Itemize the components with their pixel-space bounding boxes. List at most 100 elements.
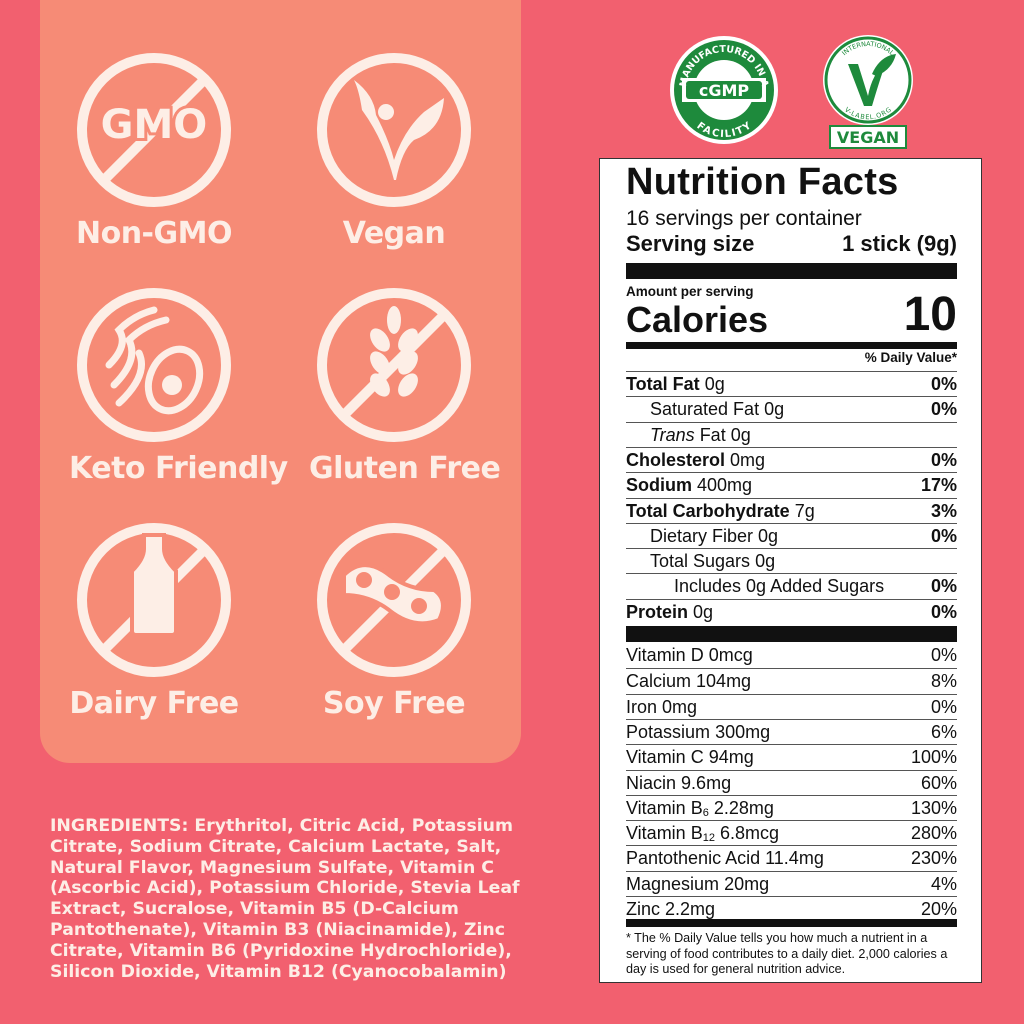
nutrient-name: Saturated Fat <box>650 399 760 420</box>
keto-avocado-icon <box>77 288 231 442</box>
vegan-leaf-icon <box>317 53 471 207</box>
nutrient-daily-value: 6% <box>930 721 957 742</box>
nutrient-name: Niacin <box>626 772 677 793</box>
nutrient-subscript: 6 <box>702 806 709 819</box>
badge-soy-free: Soy Free <box>309 520 479 721</box>
nutrient-amount: 104mg <box>696 671 752 692</box>
nutrient-row: Trans Fat 0g <box>626 421 957 448</box>
nutrient-daily-value: 3% <box>930 500 957 521</box>
nutrient-name: Iron <box>626 696 658 717</box>
nutrient-name: Vitamin D <box>626 645 704 665</box>
nutrient-name: Pantothenic Acid <box>626 848 761 869</box>
vitamin-row: Potassium 300mg 6% <box>626 718 957 745</box>
nutrient-name-suffix: Fat <box>694 424 726 445</box>
nutrient-row: Total Fat 0g 0% <box>626 371 957 397</box>
nutrient-amount: 9.6mg <box>681 772 732 793</box>
nutrient-name: Vitamin B <box>626 823 703 844</box>
nutrient-row: Cholesterol 0mg 0% <box>626 446 957 473</box>
nutrient-name: Potassium <box>626 721 711 742</box>
nutrient-daily-value: 0% <box>930 696 957 717</box>
vitamin-row: Vitamin B12 6.8mcg 280% <box>626 820 957 846</box>
badge-non-gmo: GMO Non-GMO <box>69 50 239 251</box>
nutrient-row: Total Carbohydrate 7g 3% <box>626 497 957 524</box>
nutrient-subscript: 12 <box>702 832 715 845</box>
ingredients-text: INGREDIENTS: Erythritol, Citric Acid, Po… <box>50 816 540 982</box>
nutrient-amount: 2.2mg <box>665 899 716 919</box>
vegan-v-label-logo: INTERNATIONAL V-LABEL.ORG VEGAN <box>823 35 913 149</box>
vitamin-row: Calcium 104mg 8% <box>626 668 957 694</box>
badge-label: Keto Friendly <box>69 451 288 486</box>
nutrient-amount: 20mg <box>724 873 770 894</box>
nutrient-daily-value: 20% <box>920 899 957 919</box>
nutrient-amount: 0mcg <box>708 645 753 665</box>
nutrient-row: Total Sugars 0g <box>626 548 957 574</box>
nutrient-daily-value: 60% <box>920 772 957 793</box>
nutrient-name: Vitamin C <box>626 747 704 768</box>
nutrient-amount: 0g <box>704 374 725 394</box>
badge-label: Soy Free <box>322 686 466 721</box>
nutrient-daily-value: 17% <box>920 475 957 496</box>
nutrient-name: Trans <box>650 424 695 445</box>
thick-divider <box>626 263 957 279</box>
nutrient-amount: 0g <box>758 525 779 546</box>
nutrient-name: Vitamin B <box>626 797 703 818</box>
nutrient-daily-value: 8% <box>930 671 957 692</box>
gmo-text: GMO <box>101 102 208 148</box>
nutrition-facts-panel: Nutrition Facts 16 servings per containe… <box>599 158 982 983</box>
medium-divider <box>626 342 957 349</box>
vitamin-row: Niacin 9.6mg 60% <box>626 769 957 796</box>
ingredients-list: Erythritol, Citric Acid, Potassium Citra… <box>50 816 520 982</box>
daily-value-header: % Daily Value* <box>864 350 957 365</box>
nutrient-amount: 0g <box>730 424 751 445</box>
badge-keto: Keto Friendly <box>69 285 288 486</box>
nutrient-name: Zinc <box>626 899 661 919</box>
nutrient-amount: 94mg <box>708 747 754 768</box>
nutrient-daily-value: 0% <box>930 449 957 470</box>
serving-size-value: 1 stick (9g) <box>842 231 957 256</box>
vitamin-row: Vitamin C 94mg 100% <box>626 744 957 770</box>
medium-divider <box>626 919 957 927</box>
nutrient-name: Includes 0g Added Sugars <box>674 576 885 597</box>
nutrient-daily-value: 0% <box>930 374 957 394</box>
nutrient-amount: 0g <box>755 551 776 572</box>
nutrient-daily-value: 0% <box>930 601 957 622</box>
nutrient-amount: 2.28mg <box>713 797 774 818</box>
vitamin-row: Magnesium 20mg 4% <box>626 870 957 897</box>
nutrient-name: Total Carbohydrate <box>626 500 790 521</box>
nutrient-amount: 0g <box>693 601 714 622</box>
nutrient-daily-value: 230% <box>910 848 957 869</box>
serving-size-label: Serving size <box>626 231 755 256</box>
vitamin-row: Zinc 2.2mg 20% <box>626 896 957 922</box>
cgmp-logo: cGMP MANUFACTURED IN A FACILITY <box>670 36 778 144</box>
nutrient-row: Saturated Fat 0g 0% <box>626 396 957 422</box>
nutrient-daily-value: 0% <box>930 525 957 546</box>
nutrient-daily-value: 280% <box>910 823 957 844</box>
nutrient-daily-value: 0% <box>930 576 957 597</box>
thick-divider <box>626 626 957 642</box>
nutrient-amount: 7g <box>794 500 815 521</box>
servings-per-container: 16 servings per container <box>626 207 862 230</box>
nutrient-amount: 400mg <box>697 475 753 496</box>
nutrient-daily-value: 0% <box>930 399 957 420</box>
daily-value-footnote: * The % Daily Value tells you how much a… <box>626 931 948 976</box>
cgmp-text: cGMP <box>699 81 750 100</box>
badge-vegan: Vegan <box>309 50 479 251</box>
nutrient-amount: 300mg <box>715 721 771 742</box>
amount-per-serving: Amount per serving <box>626 284 754 299</box>
nutrient-amount: 0mg <box>730 449 766 470</box>
vitamin-row: Iron 0mg 0% <box>626 693 957 720</box>
no-wheat-icon <box>317 288 471 442</box>
nutrient-row: Protein 0g 0% <box>626 598 957 625</box>
nutrient-daily-value: 100% <box>910 747 957 768</box>
nutrient-row: Includes 0g Added Sugars 0% <box>626 573 957 599</box>
vegan-label-text: VEGAN <box>837 128 899 147</box>
badge-label: Dairy Free <box>69 686 239 721</box>
badge-label: Non-GMO <box>75 216 233 251</box>
nutrient-daily-value: 0% <box>930 645 957 665</box>
nutrient-daily-value: 4% <box>930 873 957 894</box>
ingredients-heading: INGREDIENTS: <box>50 816 189 836</box>
nutrient-name: Protein <box>626 601 689 622</box>
nutrient-name: Dietary Fiber <box>650 525 754 546</box>
calories-value: 10 <box>903 288 957 341</box>
nutrition-title: Nutrition Facts <box>626 161 899 203</box>
